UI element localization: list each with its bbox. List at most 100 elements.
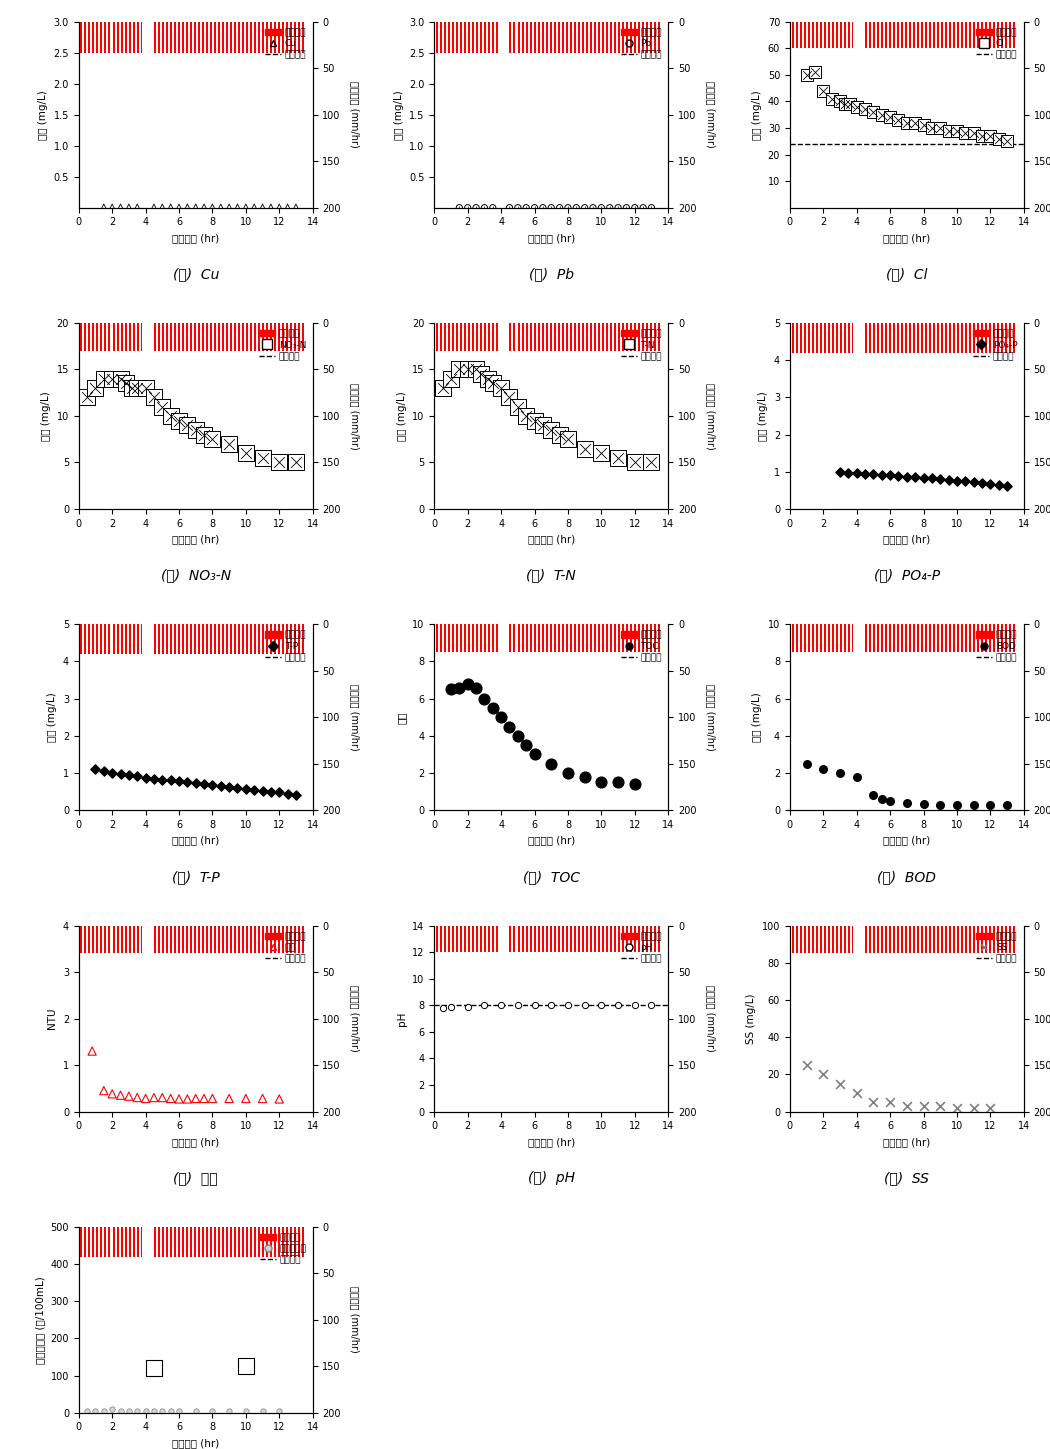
Point bbox=[220, 1087, 237, 1110]
Legend: 강우강도, 탁도, 배경농도: 강우강도, 탁도, 배경농도 bbox=[264, 930, 308, 965]
Bar bbox=[799, 926, 801, 953]
Point bbox=[899, 465, 916, 488]
Bar bbox=[909, 926, 911, 953]
Bar bbox=[174, 625, 176, 653]
Point bbox=[178, 771, 195, 794]
Bar bbox=[92, 323, 94, 351]
Point bbox=[254, 446, 271, 469]
Bar bbox=[578, 323, 580, 351]
Bar bbox=[302, 625, 304, 653]
Y-axis label: 농도 (mg/L): 농도 (mg/L) bbox=[41, 391, 51, 440]
Point bbox=[627, 994, 644, 1017]
Bar bbox=[961, 323, 963, 352]
Bar bbox=[282, 625, 285, 653]
Bar bbox=[250, 625, 252, 653]
Point bbox=[923, 116, 940, 139]
Point bbox=[96, 367, 112, 390]
Point bbox=[576, 765, 593, 788]
Point bbox=[492, 377, 509, 400]
Bar bbox=[234, 926, 236, 953]
Bar bbox=[602, 625, 604, 652]
Legend: 강우강도, PO₄-P, 배경농도: 강우강도, PO₄-P, 배경농도 bbox=[971, 327, 1020, 362]
Bar bbox=[121, 926, 123, 953]
Point bbox=[154, 1400, 171, 1423]
Legend: 강우강도, 총대장균수, 배경농도: 강우강도, 총대장균수, 배경농도 bbox=[258, 1232, 308, 1266]
Bar bbox=[258, 926, 260, 953]
Bar bbox=[933, 323, 936, 352]
Point bbox=[170, 1087, 187, 1110]
Point bbox=[931, 116, 948, 139]
Point bbox=[543, 994, 560, 1017]
Bar bbox=[128, 926, 130, 953]
Bar bbox=[549, 22, 551, 52]
Bar bbox=[573, 323, 575, 351]
Bar bbox=[88, 926, 90, 953]
Point bbox=[973, 125, 990, 148]
Bar bbox=[933, 625, 936, 652]
Bar bbox=[630, 625, 632, 652]
Bar bbox=[243, 22, 245, 52]
Bar bbox=[194, 323, 196, 351]
Bar bbox=[873, 926, 875, 953]
Bar bbox=[1009, 323, 1011, 352]
Bar bbox=[117, 323, 119, 351]
Bar bbox=[622, 625, 624, 652]
Bar bbox=[302, 323, 304, 351]
Point bbox=[848, 96, 865, 119]
Bar bbox=[117, 625, 119, 653]
Y-axis label: SS (mg/L): SS (mg/L) bbox=[747, 993, 756, 1043]
Bar bbox=[460, 22, 462, 52]
Point bbox=[593, 442, 610, 465]
Bar bbox=[637, 323, 639, 351]
Point bbox=[459, 995, 476, 1019]
Bar bbox=[840, 926, 842, 953]
Point bbox=[593, 442, 610, 465]
Bar bbox=[982, 323, 983, 352]
Bar bbox=[444, 22, 446, 52]
Bar bbox=[877, 22, 879, 48]
Bar bbox=[460, 926, 462, 952]
Bar bbox=[448, 22, 450, 52]
Bar bbox=[807, 323, 810, 352]
Bar bbox=[546, 625, 547, 652]
Bar bbox=[254, 625, 256, 653]
Bar bbox=[436, 926, 438, 952]
Point bbox=[170, 196, 187, 219]
Bar bbox=[484, 323, 486, 351]
Bar bbox=[836, 323, 838, 352]
Bar bbox=[566, 22, 568, 52]
Bar bbox=[194, 926, 196, 953]
Bar bbox=[436, 22, 498, 52]
Bar bbox=[803, 926, 805, 953]
Bar bbox=[492, 926, 495, 952]
Bar bbox=[226, 1227, 228, 1256]
Bar bbox=[1002, 22, 1004, 48]
Point bbox=[121, 1084, 138, 1107]
Point bbox=[982, 1097, 999, 1120]
Bar bbox=[218, 1227, 220, 1256]
Point bbox=[124, 377, 141, 400]
Bar bbox=[81, 1227, 83, 1256]
Point bbox=[899, 112, 916, 135]
Bar bbox=[933, 926, 936, 953]
Bar bbox=[586, 323, 588, 351]
Bar bbox=[128, 1227, 130, 1256]
Point bbox=[435, 997, 452, 1020]
Bar bbox=[509, 323, 659, 351]
Bar bbox=[136, 926, 139, 953]
Bar bbox=[484, 22, 486, 52]
Bar bbox=[917, 323, 919, 352]
Point bbox=[618, 196, 635, 219]
Point bbox=[890, 465, 907, 488]
Bar bbox=[254, 926, 256, 953]
Point bbox=[832, 762, 848, 785]
Bar bbox=[108, 1227, 110, 1256]
Point bbox=[543, 196, 560, 219]
Bar bbox=[132, 22, 134, 52]
Point bbox=[138, 767, 154, 790]
Point bbox=[560, 196, 576, 219]
Bar bbox=[223, 1227, 224, 1256]
Point bbox=[973, 125, 990, 148]
Point bbox=[118, 372, 134, 396]
Bar bbox=[941, 926, 943, 953]
